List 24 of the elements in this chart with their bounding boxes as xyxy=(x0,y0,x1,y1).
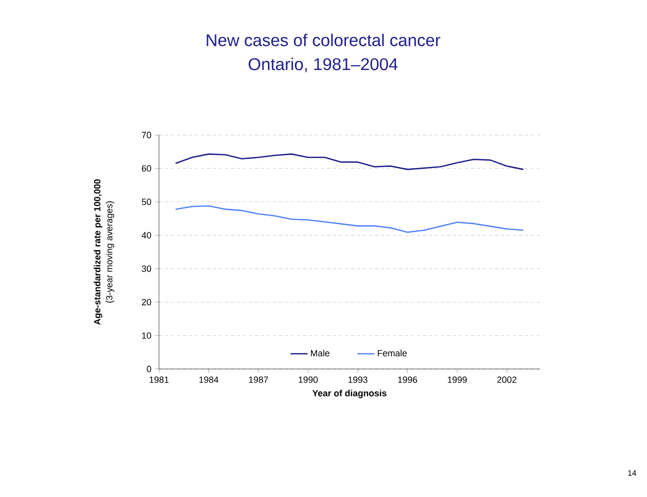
y-tick-label: 40 xyxy=(142,232,152,238)
y-axis-title: Age-standardized rate per 100,000 xyxy=(94,179,102,325)
chart-title: New cases of colorectal cancer xyxy=(206,34,440,46)
text: (3-year moving averages) xyxy=(106,201,114,303)
legend-label: Male xyxy=(310,350,330,356)
x-tick-label: 2002 xyxy=(497,376,516,383)
y-tick-label: 0 xyxy=(146,366,152,372)
x-tick-label: 1987 xyxy=(249,376,268,383)
x-tick-label: 1981 xyxy=(150,376,169,383)
x-tick-label: 1993 xyxy=(348,376,368,383)
y-tick-label: 60 xyxy=(142,165,152,172)
y-tick-label: 10 xyxy=(142,332,152,339)
x-tick-label: 1999 xyxy=(448,376,467,383)
x-tick-label: 1996 xyxy=(398,376,418,383)
chart-subtitle: Ontario, 1981–2004 xyxy=(248,58,398,72)
y-tick-label: 50 xyxy=(142,198,152,206)
y-tick-label: 20 xyxy=(142,298,152,306)
y-tick-label: 30 xyxy=(142,266,152,272)
text: 14 xyxy=(628,470,636,476)
x-tick-label: 1990 xyxy=(298,376,318,383)
x-axis-title: Year of diagnosis xyxy=(312,390,386,398)
y-tick-label: 70 xyxy=(142,132,152,138)
legend-label: Female xyxy=(378,350,407,356)
x-tick-label: 1984 xyxy=(199,376,218,383)
